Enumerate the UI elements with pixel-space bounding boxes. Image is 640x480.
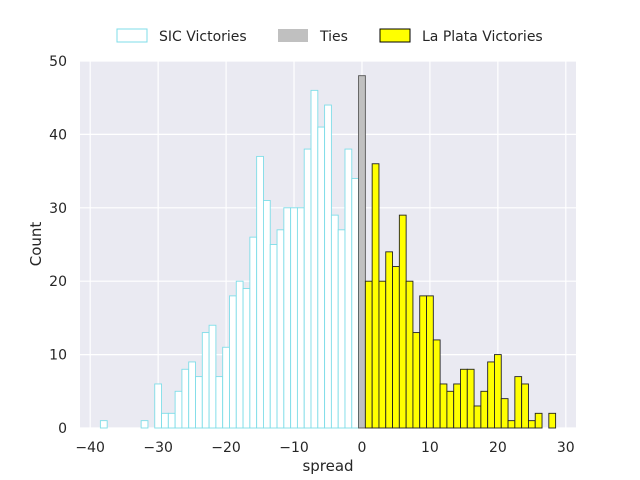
bar-sic-victories xyxy=(188,361,196,429)
y-tick-label: 40 xyxy=(49,127,67,143)
bar-sic-victories xyxy=(351,177,360,429)
y-tick-label: 50 xyxy=(49,54,67,70)
bar-sic-victories xyxy=(330,214,339,429)
bar-sic-victories xyxy=(208,324,217,429)
x-tick-label: 20 xyxy=(489,440,507,456)
x-tick-label: 30 xyxy=(557,440,575,456)
bar-la-plata-victories xyxy=(453,383,461,429)
bar-sic-victories xyxy=(276,229,285,429)
bar-sic-victories xyxy=(161,412,169,429)
bar-la-plata-victories xyxy=(426,295,434,429)
bar-la-plata-victories xyxy=(460,368,468,429)
bar-sic-victories xyxy=(242,288,251,429)
bar-sic-victories xyxy=(337,229,346,429)
y-tick-label: 20 xyxy=(49,274,67,290)
bar-sic-victories xyxy=(317,126,326,429)
bar-sic-victories xyxy=(99,420,108,429)
x-tick-label: −10 xyxy=(279,440,309,456)
y-axis-label: Count xyxy=(27,222,45,267)
x-axis-label: spread xyxy=(302,457,353,475)
bar-sic-victories xyxy=(296,207,305,429)
bar-sic-victories xyxy=(344,148,353,429)
x-tick-label: −30 xyxy=(143,440,173,456)
bar-la-plata-victories xyxy=(466,368,475,429)
legend-label-ties: Ties xyxy=(319,29,348,45)
bar-la-plata-victories xyxy=(378,280,387,429)
x-tick-label: −40 xyxy=(75,440,105,456)
bar-sic-victories xyxy=(303,148,312,429)
bar-la-plata-victories xyxy=(473,405,482,429)
x-tick-labels: −40 −30 −20 −10 0 10 20 30 xyxy=(75,440,574,456)
bar-sic-victories xyxy=(235,280,244,429)
y-tick-labels: 0 10 20 30 40 50 xyxy=(49,54,67,437)
bar-la-plata-victories xyxy=(446,390,455,429)
bar-la-plata-victories xyxy=(398,214,407,429)
bar-la-plata-victories xyxy=(432,339,441,429)
bar-sic-victories xyxy=(290,207,298,429)
bar-la-plata-victories xyxy=(521,383,529,429)
legend-swatch-la-plata-victories xyxy=(379,28,411,43)
bar-la-plata-victories xyxy=(507,420,516,429)
bar-sic-victories xyxy=(283,207,292,429)
bar-la-plata-victories xyxy=(419,295,427,429)
bar-la-plata-victories xyxy=(412,332,421,429)
y-tick-label: 0 xyxy=(58,421,67,437)
x-tick-label: −20 xyxy=(211,440,241,456)
bar-la-plata-victories xyxy=(500,398,509,429)
legend-label-sic-victories: SIC Victories xyxy=(159,29,247,45)
bar-sic-victories xyxy=(229,295,237,429)
bar-sic-victories xyxy=(215,376,224,429)
bar-sic-victories xyxy=(249,236,258,429)
bar-sic-victories xyxy=(140,420,149,429)
bar-la-plata-victories xyxy=(487,361,495,429)
legend-swatch-sic-victories xyxy=(116,28,148,43)
bar-sic-victories xyxy=(310,89,319,429)
bar-sic-victories xyxy=(324,104,332,429)
bar-sic-victories xyxy=(269,244,278,429)
bar-la-plata-victories xyxy=(548,412,557,429)
legend-swatch-ties xyxy=(278,29,308,42)
legend: SIC Victories Ties La Plata Victories xyxy=(116,28,543,45)
bar-la-plata-victories xyxy=(439,383,448,429)
bar-la-plata-victories xyxy=(405,280,414,429)
bar-sic-victories xyxy=(154,383,162,429)
legend-label-la-plata-victories: La Plata Victories xyxy=(422,29,543,45)
bar-la-plata-victories xyxy=(534,412,543,429)
bar-la-plata-victories xyxy=(371,163,380,429)
bar-sic-victories xyxy=(174,390,183,429)
bar-la-plata-victories xyxy=(480,390,489,429)
bar-sic-victories xyxy=(256,155,264,429)
bar-ties xyxy=(358,75,366,429)
bar-la-plata-victories xyxy=(385,251,393,429)
bar-sic-victories xyxy=(181,368,190,429)
x-tick-label: 0 xyxy=(358,440,367,456)
y-tick-label: 30 xyxy=(49,201,67,217)
bar-la-plata-victories xyxy=(527,420,536,429)
y-tick-label: 10 xyxy=(49,348,67,364)
bar-sic-victories xyxy=(195,376,203,429)
bar-la-plata-victories xyxy=(364,280,373,429)
bar-la-plata-victories xyxy=(392,266,400,429)
bars xyxy=(99,75,557,429)
bar-la-plata-victories xyxy=(494,354,502,429)
bar-sic-victories xyxy=(201,332,210,429)
bar-sic-victories xyxy=(263,200,271,429)
bar-la-plata-victories xyxy=(514,376,523,429)
bar-sic-victories xyxy=(167,412,176,429)
bar-sic-victories xyxy=(222,346,230,429)
x-tick-label: 10 xyxy=(421,440,439,456)
